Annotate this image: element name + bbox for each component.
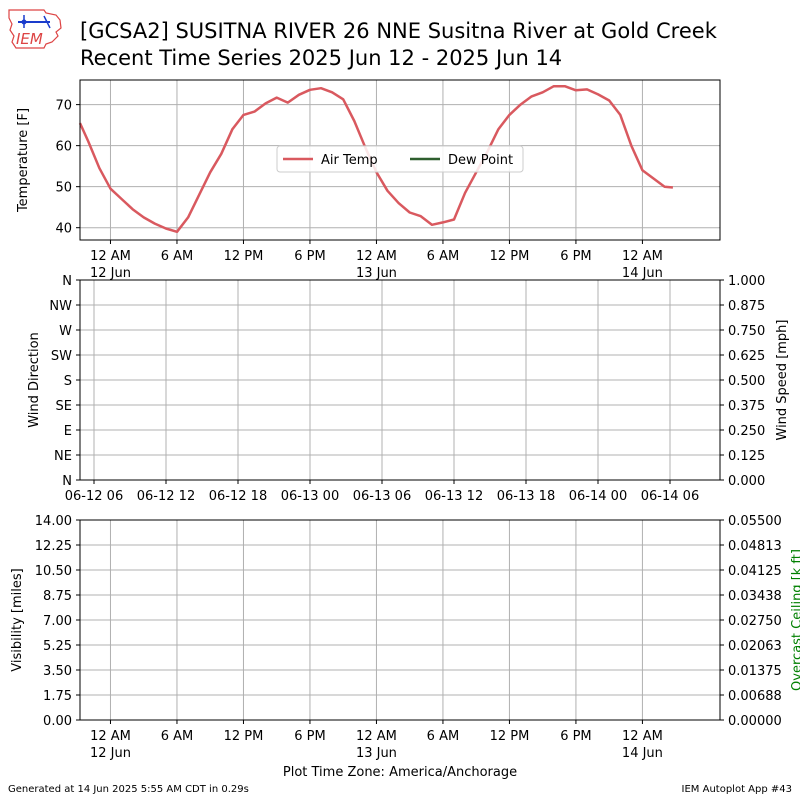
wind-panel: N NE E SE S SW W NW N 0.000 0.125 0.250 0.375 0.500 0… [27,274,790,504]
temp-xtick-sublabel: 12 Jun [90,266,131,281]
wind-direction-tick-label: N [62,474,72,489]
wind-xtick-label: 06-12 06 [65,489,123,504]
wind-speed-tick-label: 0.625 [728,349,765,364]
wind-xtick-label: 06-14 06 [641,489,699,504]
visibility-tick-label: 7.00 [43,614,72,629]
chart-title: [GCSA2] SUSITNA RIVER 26 NNE Susitna Riv… [80,19,717,43]
wind-direction-label: Wind Direction [27,332,42,428]
temp-xtick-label: 12 PM [490,249,530,264]
vis-xtick-label: 12 AM [356,729,397,744]
wind-xtick-label: 06-13 06 [353,489,411,504]
visibility-tick-label: 12.25 [35,539,72,554]
visibility-tick-label: 5.25 [43,639,72,654]
wind-direction-tick-label: SW [51,349,72,364]
temp-xtick-label: 12 AM [90,249,131,264]
visibility-tick-label: 8.75 [43,589,72,604]
wind-speed-tick-label: 0.875 [728,299,765,314]
temp-xtick-sublabel: 13 Jun [356,266,397,281]
visibility-tick-label: 3.50 [43,664,72,679]
wind-xtick-label: 06-13 00 [281,489,339,504]
ceiling-tick-label: 0.02750 [728,614,782,629]
logo-text: IEM [16,30,43,48]
wind-direction-tick-label: N [62,274,72,289]
temp-xtick-label: 6 AM [427,249,460,264]
wind-speed-tick-label: 0.375 [728,399,765,414]
ceiling-tick-label: 0.04813 [728,539,782,554]
temp-xtick-label: 12 PM [224,249,264,264]
temp-ytick-label: 50 [55,181,72,196]
vis-xtick-label: 12 AM [90,729,131,744]
iem-logo: IEM [6,6,64,56]
ceiling-tick-label: 0.00000 [728,714,782,729]
visibility-panel: 0.001.753.505.257.008.7510.5012.2514.00 … [10,514,800,780]
temperature-legend: Air Temp Dew Point [276,145,524,173]
temp-xtick-label: 12 AM [356,249,397,264]
visibility-tick-label: 0.00 [43,714,72,729]
temp-ytick-label: 70 [55,99,72,114]
vis-xtick-sublabel: 14 Jun [622,746,663,761]
temp-ytick-label: 60 [55,140,72,155]
temp-xtick-label: 12 AM [622,249,663,264]
wind-direction-tick-label: NE [54,449,72,464]
visibility-tick-label: 14.00 [35,514,72,529]
temp-xtick-sublabel: 14 Jun [622,266,663,281]
ceiling-tick-label: 0.03438 [728,589,782,604]
visibility-tick-label: 1.75 [43,689,72,704]
vis-xtick-label: 6 PM [560,729,591,744]
wind-direction-tick-label: S [64,374,72,389]
vis-xtick-label: 6 AM [427,729,460,744]
temp-xtick-label: 6 PM [294,249,325,264]
vis-xtick-label: 12 PM [490,729,530,744]
temperature-y-label: Temperature [F] [16,108,31,213]
timezone-x-label: Plot Time Zone: America/Anchorage [283,765,517,780]
vis-xtick-label: 6 PM [294,729,325,744]
ceiling-tick-label: 0.02063 [728,639,782,654]
wind-speed-tick-label: 0.000 [728,474,765,489]
visibility-y-label: Visibility [miles] [10,568,25,671]
ceiling-y2-label: Overcast Ceiling [k ft] [790,549,800,691]
temp-xtick-label: 6 AM [161,249,194,264]
wind-xtick-label: 06-12 18 [209,489,267,504]
wind-speed-tick-label: 0.500 [728,374,765,389]
wind-direction-tick-label: NW [49,299,72,314]
ceiling-tick-label: 0.05500 [728,514,782,529]
ceiling-tick-label: 0.01375 [728,664,782,679]
wind-direction-tick-label: SE [56,399,72,414]
chart-subtitle: Recent Time Series 2025 Jun 12 - 2025 Ju… [80,46,563,70]
wind-direction-tick-label: E [64,424,72,439]
legend-dew-point-label: Dew Point [448,153,513,168]
wind-speed-tick-label: 1.000 [728,274,765,289]
vis-xtick-label: 12 PM [224,729,264,744]
vis-xtick-sublabel: 12 Jun [90,746,131,761]
wind-speed-tick-label: 0.750 [728,324,765,339]
vis-xtick-sublabel: 13 Jun [356,746,397,761]
ceiling-tick-label: 0.00688 [728,689,782,704]
wind-xtick-label: 06-14 00 [569,489,627,504]
wind-xtick-label: 06-13 12 [425,489,483,504]
wind-speed-tick-label: 0.250 [728,424,765,439]
temp-xtick-label: 6 PM [560,249,591,264]
wind-xtick-label: 06-13 18 [497,489,555,504]
temp-ytick-label: 40 [55,222,72,237]
wind-direction-tick-label: W [59,324,72,339]
app-footer: IEM Autoplot App #43 [681,784,792,795]
vis-xtick-label: 6 AM [161,729,194,744]
legend-air-temp-label: Air Temp [321,153,378,168]
wind-speed-label: Wind Speed [mph] [775,320,790,441]
temperature-panel: 40 50 60 70 12 AM 12 Jun 6 AM 12 PM 6 PM 12 AM 13… [16,79,721,281]
generated-footer: Generated at 14 Jun 2025 5:55 AM CDT in … [8,784,249,795]
wind-speed-tick-label: 0.125 [728,449,765,464]
ceiling-tick-label: 0.04125 [728,564,782,579]
vis-xtick-label: 12 AM [622,729,663,744]
wind-xtick-label: 06-12 12 [137,489,195,504]
visibility-tick-label: 10.50 [35,564,72,579]
